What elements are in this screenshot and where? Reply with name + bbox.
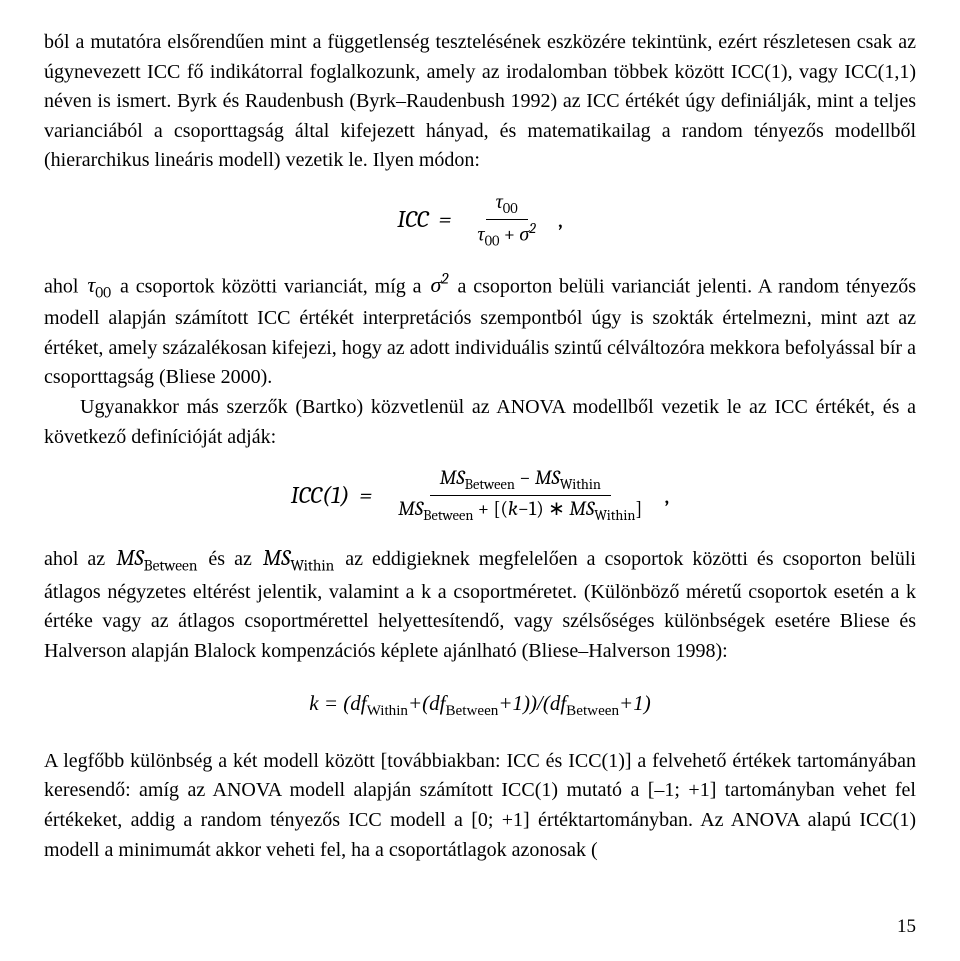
num-minus: − [519, 466, 530, 489]
p4-text-b: és az [208, 548, 260, 570]
den-msw-sub: Within [594, 507, 635, 524]
formula2-lhs: ICC(1) [291, 478, 350, 514]
den-plus: + [504, 222, 515, 245]
den-msw: MS [569, 497, 594, 520]
msb-symbol: MS [116, 545, 143, 571]
f3-sub1: Within [367, 704, 408, 720]
num-msb: MS [440, 466, 465, 489]
paragraph-2: ahol τ00 a csoportok közötti varianciát,… [44, 268, 916, 393]
formula-trail: , [558, 202, 563, 238]
msb-sub: Between [144, 557, 198, 575]
paragraph-3: Ugyanakkor más szerzők (Bartko) közvetle… [44, 393, 916, 452]
inline-mswithin: MSWithin [261, 545, 336, 571]
inline-msbetween: MSBetween [114, 545, 199, 571]
formula-fraction: τ00 τ00 + σ2 [467, 190, 545, 250]
inline-sigma2: σ2 [428, 272, 450, 298]
formula-lhs: ICC [397, 202, 428, 238]
msw-symbol: MS [263, 545, 290, 571]
paragraph-4: ahol az MSBetween és az MSWithin az eddi… [44, 542, 916, 666]
paragraph-1: ból a mutatóra elsőrendűen mint a függet… [44, 28, 916, 176]
page-number: 15 [44, 913, 916, 941]
num-msw-sub: Within [560, 476, 601, 493]
f3-sub3: Between [566, 704, 619, 720]
den-msb: MS [398, 497, 423, 520]
den-bracket-open: [( [493, 497, 508, 520]
num-tau: τ [496, 190, 503, 213]
sigma-symbol: σ [430, 272, 441, 298]
p4-text-a: ahol az [44, 548, 114, 570]
f3-a: k = (df [309, 691, 366, 715]
num-msw: MS [535, 466, 560, 489]
equals-sign-2: = [359, 478, 372, 514]
num-tau-sub: 00 [503, 200, 518, 217]
tau-sub: 00 [95, 283, 111, 301]
f3-sub2: Between [445, 704, 498, 720]
formula-icc: ICC = τ00 τ00 + σ2 , [44, 190, 916, 250]
msw-sub: Within [290, 557, 334, 575]
formula-k: k = (dfWithin+(dfBetween+1))/(dfBetween+… [44, 688, 916, 723]
den-sigma: σ [519, 222, 529, 245]
den-tau-sub: 00 [485, 232, 500, 249]
formula2-fraction: MSBetween − MSWithin MSBetween + [(k−1) … [388, 466, 652, 524]
den-tau: τ [477, 222, 484, 245]
f3-mid: +(df [408, 691, 446, 715]
den-sigma-sup: 2 [529, 220, 536, 237]
inline-tau00: τ00 [85, 272, 113, 298]
den-star: ∗ [548, 497, 565, 520]
num-msb-sub: Between [465, 476, 515, 493]
den-plus2: + [478, 497, 489, 520]
p2-text-a: ahol [44, 275, 85, 297]
f3-end: +1) [619, 691, 651, 715]
f3-mid2: +1))/(df [498, 691, 566, 715]
paragraph-5: A legfőbb különbség a két modell között … [44, 747, 916, 865]
den-msb-sub: Between [423, 507, 473, 524]
p2-text-b: a csoportok közötti varianciát, míg a [120, 275, 428, 297]
formula2-trail: , [664, 478, 669, 514]
sigma-sup: 2 [441, 270, 448, 288]
den-bracket-close: ] [635, 497, 642, 520]
den-k: k [508, 497, 518, 520]
den-kminus: −1) [518, 497, 544, 520]
formula-icc1: ICC(1) = MSBetween − MSWithin MSBetween … [44, 466, 916, 524]
equals-sign: = [439, 202, 452, 238]
